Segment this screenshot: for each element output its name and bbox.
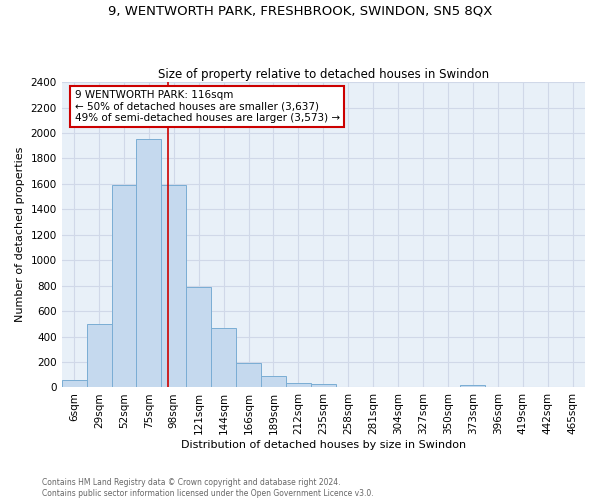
Bar xyxy=(211,328,236,388)
Bar xyxy=(386,387,410,388)
Bar xyxy=(86,324,112,388)
Bar xyxy=(261,376,286,388)
Text: 9 WENTWORTH PARK: 116sqm
← 50% of detached houses are smaller (3,637)
49% of sem: 9 WENTWORTH PARK: 116sqm ← 50% of detach… xyxy=(74,90,340,123)
Bar xyxy=(286,383,311,388)
Bar xyxy=(112,185,136,388)
Bar xyxy=(236,362,261,388)
Bar xyxy=(336,387,361,388)
Bar xyxy=(311,384,336,388)
Text: 9, WENTWORTH PARK, FRESHBROOK, SWINDON, SN5 8QX: 9, WENTWORTH PARK, FRESHBROOK, SWINDON, … xyxy=(108,5,492,18)
X-axis label: Distribution of detached houses by size in Swindon: Distribution of detached houses by size … xyxy=(181,440,466,450)
Title: Size of property relative to detached houses in Swindon: Size of property relative to detached ho… xyxy=(158,68,489,81)
Bar xyxy=(186,287,211,388)
Bar xyxy=(460,385,485,388)
Bar xyxy=(161,185,186,388)
Text: Contains HM Land Registry data © Crown copyright and database right 2024.
Contai: Contains HM Land Registry data © Crown c… xyxy=(42,478,374,498)
Bar xyxy=(136,140,161,388)
Y-axis label: Number of detached properties: Number of detached properties xyxy=(15,147,25,322)
Bar xyxy=(62,380,86,388)
Bar xyxy=(361,387,386,388)
